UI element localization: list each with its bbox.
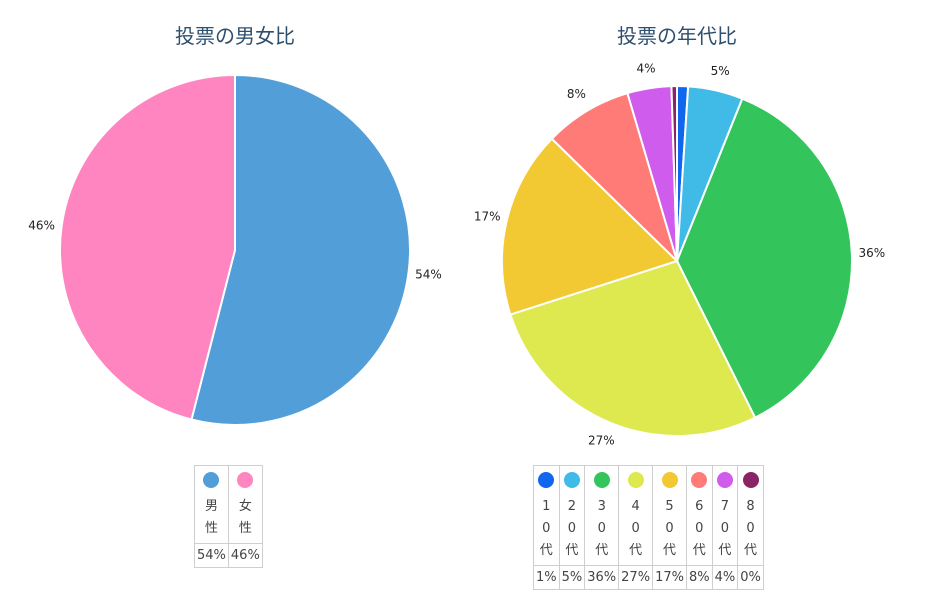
legend-item: 60代 bbox=[685, 465, 713, 566]
legend-label: 女性 bbox=[238, 499, 252, 536]
age-slice-6 bbox=[550, 91, 680, 265]
legend-value: 17% bbox=[652, 565, 687, 590]
age-slice-label-5: 17% bbox=[474, 209, 501, 223]
gender-slice-label-2: 46% bbox=[28, 219, 55, 233]
gender-legend-table: 男性 女性 54% 46% bbox=[194, 465, 263, 568]
chart-title-gender: 投票の男女比 bbox=[175, 24, 295, 48]
age-slice-8 bbox=[670, 84, 678, 262]
legend-value: 8% bbox=[685, 565, 713, 590]
legend-value: 0% bbox=[737, 565, 764, 590]
legend-item: 10代 bbox=[533, 465, 560, 566]
legend-dot-icon bbox=[538, 472, 555, 488]
legend-dot-icon bbox=[627, 472, 644, 488]
gender-slice-1 bbox=[190, 73, 411, 426]
chart-title-age: 投票の年代比 bbox=[617, 24, 737, 48]
legend-label: 60代 bbox=[692, 499, 706, 558]
legend-label: 10代 bbox=[539, 499, 553, 558]
legend-item: 50代 bbox=[652, 465, 687, 566]
legend-label: 70代 bbox=[718, 499, 732, 558]
legend-label: 80代 bbox=[744, 499, 758, 558]
legend-item: 女性 bbox=[227, 465, 263, 544]
legend-label: 20代 bbox=[565, 499, 579, 558]
legend-dot-icon bbox=[563, 472, 580, 488]
legend-item: 男性 bbox=[194, 465, 229, 544]
age-slice-label-7: 4% bbox=[637, 61, 656, 75]
age-slice-3 bbox=[675, 97, 853, 419]
legend-value: 36% bbox=[584, 565, 620, 590]
legend-value: 46% bbox=[227, 543, 263, 568]
age-slice-4 bbox=[509, 259, 757, 437]
legend-value: 5% bbox=[558, 565, 586, 590]
legend-dot-icon bbox=[661, 472, 678, 488]
legend-label: 50代 bbox=[663, 499, 677, 558]
gender-pie-chart: 54% 46% bbox=[28, 73, 442, 426]
age-legend-table: 10代 20代 30代 40代 50代 60代 70代 80代 1% 5% 36% 27% 17% 8%… bbox=[533, 465, 764, 590]
gender-slice-label-1: 54% bbox=[415, 267, 442, 281]
age-slice-label-3: 36% bbox=[859, 246, 886, 260]
legend-value: 1% bbox=[533, 565, 560, 590]
legend-item: 30代 bbox=[584, 465, 620, 566]
age-slice-label-4: 27% bbox=[588, 434, 615, 448]
legend-dot-icon bbox=[691, 472, 708, 488]
legend-dot-icon bbox=[742, 472, 759, 488]
legend-label: 40代 bbox=[629, 499, 643, 558]
age-slice-label-6: 8% bbox=[567, 87, 586, 101]
legend-value: 27% bbox=[618, 565, 654, 590]
legend-value: 4% bbox=[711, 565, 739, 590]
legend-item: 70代 bbox=[711, 465, 739, 566]
legend-dot-icon bbox=[716, 472, 733, 488]
legend-dot-icon bbox=[203, 472, 220, 488]
legend-item: 20代 bbox=[558, 465, 586, 566]
legend-item: 40代 bbox=[618, 465, 654, 566]
legend-dot-icon bbox=[593, 472, 610, 488]
age-slice-label-2: 5% bbox=[711, 64, 730, 78]
age-pie-chart: 5% 36% 27% 17% 8% 4% bbox=[474, 61, 886, 448]
legend-dot-icon bbox=[237, 472, 254, 488]
legend-label: 30代 bbox=[595, 499, 609, 558]
gender-slice-2 bbox=[59, 73, 236, 421]
age-slice-5 bbox=[501, 137, 679, 316]
legend-label: 男性 bbox=[204, 499, 218, 536]
legend-value: 54% bbox=[194, 543, 229, 568]
legend-item: 80代 bbox=[737, 465, 764, 566]
